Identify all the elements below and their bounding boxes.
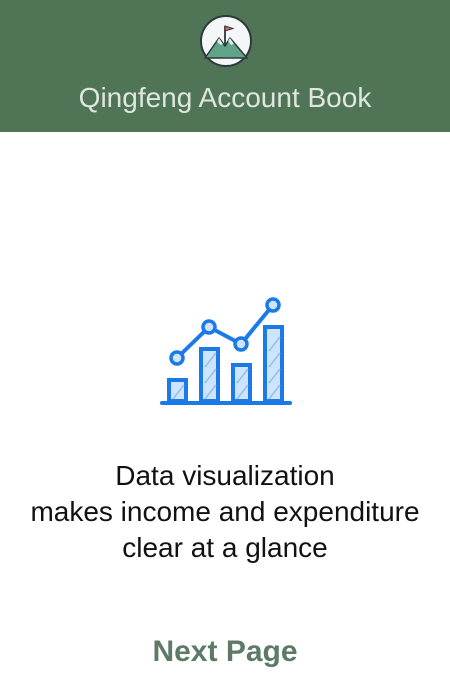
message-line-2: makes income and expenditure bbox=[30, 496, 420, 527]
onboarding-message: Data visualization makes income and expe… bbox=[0, 458, 450, 566]
mountain-flag-icon bbox=[200, 15, 252, 67]
message-line-1: Data visualization bbox=[115, 460, 335, 491]
bar-line-chart-icon bbox=[160, 297, 292, 405]
message-line-3: clear at a glance bbox=[122, 532, 328, 563]
app-header: Qingfeng Account Book bbox=[0, 0, 450, 132]
next-page-button[interactable]: Next Page bbox=[125, 630, 325, 674]
app-title: Qingfeng Account Book bbox=[78, 82, 372, 113]
